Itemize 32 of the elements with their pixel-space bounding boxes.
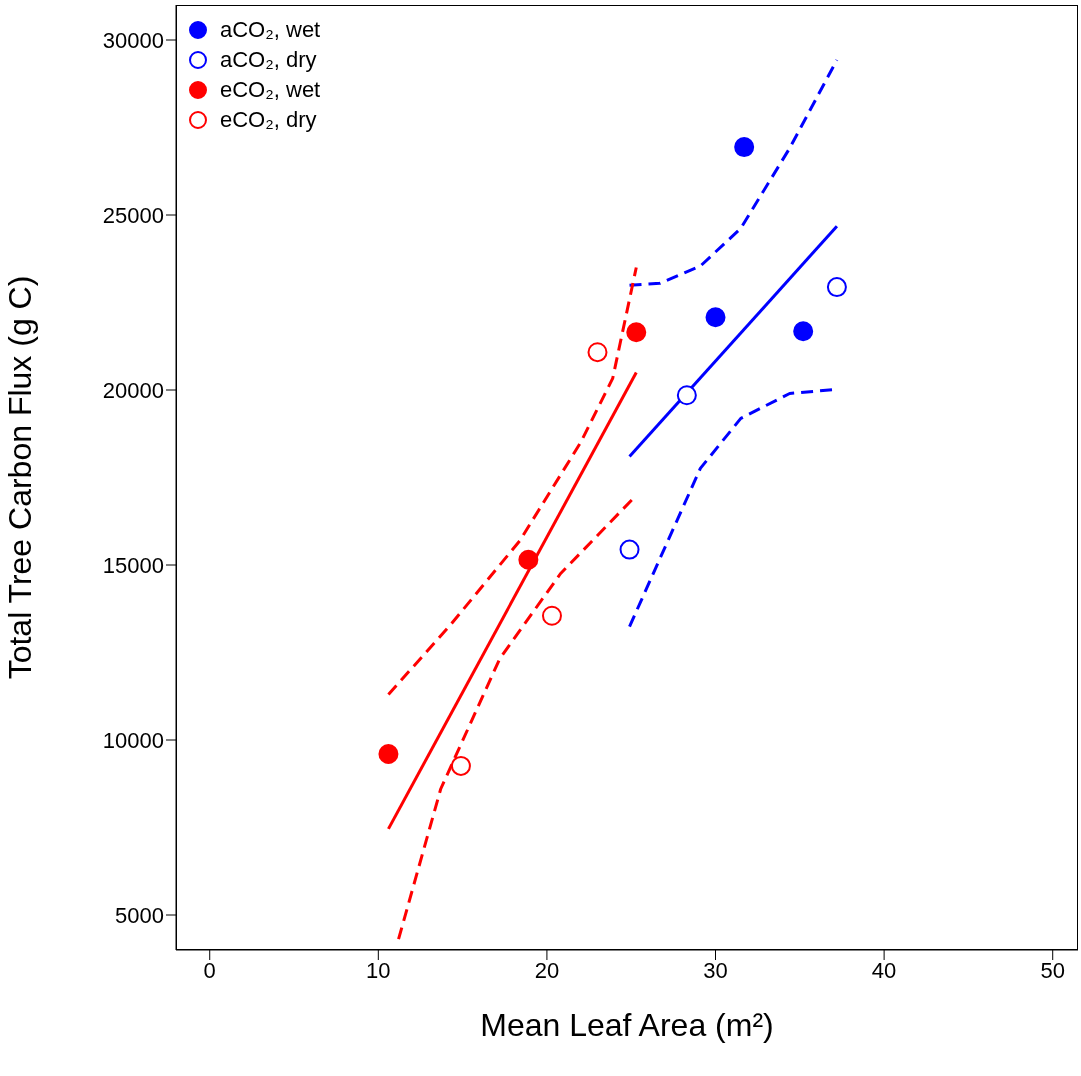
point	[826, 277, 847, 298]
x-tick-label: 30	[703, 957, 728, 983]
x-tick-label: 50	[1040, 957, 1065, 983]
y-tick-label: 10000	[102, 727, 164, 753]
y-tick-label: 15000	[102, 552, 164, 578]
point	[793, 321, 814, 342]
legend-label: aCO₂, wet	[220, 17, 321, 43]
x-tick-label: 10	[366, 957, 391, 983]
point	[518, 549, 539, 570]
point	[541, 605, 562, 626]
point	[450, 755, 471, 776]
line-series	[386, 266, 638, 696]
y-tick-label: 5000	[115, 902, 164, 928]
y-axis-title: Total Tree Carbon Flux (g C)	[2, 275, 39, 680]
line-series	[628, 58, 839, 287]
y-tick-label: 30000	[102, 27, 164, 53]
x-tick-label: 0	[203, 957, 216, 983]
point	[626, 322, 647, 343]
legend-label: eCO₂, wet	[220, 77, 321, 103]
point	[676, 385, 697, 406]
legend-label: aCO₂, dry	[220, 47, 317, 73]
point	[587, 342, 608, 363]
x-axis-title: Mean Leaf Area (m²)	[480, 1007, 774, 1043]
y-tick-label: 25000	[102, 202, 164, 228]
y-tick-label: 20000	[102, 377, 164, 403]
point	[378, 744, 399, 764]
legend-label: eCO₂, dry	[220, 107, 317, 133]
point	[705, 307, 726, 328]
point	[734, 137, 755, 158]
x-tick-label: 40	[871, 957, 897, 983]
x-tick-label: 20	[534, 957, 560, 983]
point	[619, 539, 640, 560]
